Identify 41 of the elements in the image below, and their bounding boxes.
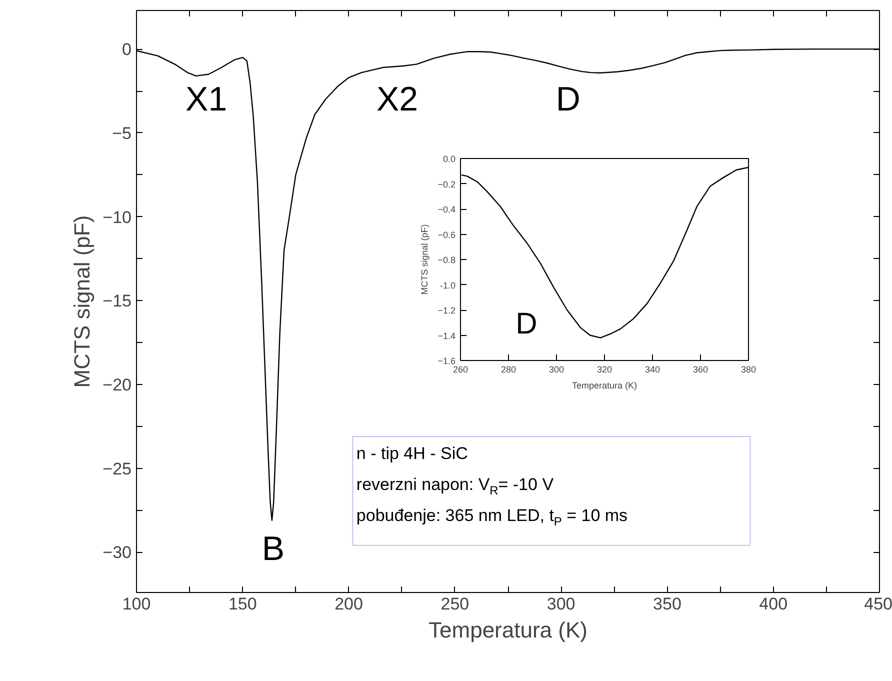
y-tick-label: −1.4 [438,330,456,341]
y-tick-label: −1.2 [438,306,456,316]
x-tick-label: 360 [692,364,708,374]
x-tick-label: 300 [546,594,576,614]
y-tick-label: 0.0 [442,154,456,164]
y-tick-label: −0.6 [438,230,456,240]
y-tick-label: −30 [102,543,132,562]
y-tick-label: −0.4 [438,204,456,214]
y-tick-label: −10 [102,208,132,227]
y-axis-title: MCTS signal (pF) [70,215,95,388]
x-tick-label: 150 [228,594,257,614]
y-tick-label: −0.2 [438,179,456,190]
y-tick-label: 0 [122,40,132,60]
y-tick-label: −5 [112,124,132,143]
annotation: D [516,307,538,340]
x-tick-label: 100 [122,594,151,614]
x-tick-label: 260 [452,364,468,374]
y-axis-title: MCTS signal (pF) [420,224,430,295]
x-tick-label: 250 [440,594,470,614]
annotation: X2 [376,80,418,119]
annotation: B [262,530,285,568]
x-tick-label: 380 [740,364,756,374]
x-tick-label: 340 [644,364,660,374]
y-tick-label: −0.8 [438,255,456,265]
y-tick-label: -1.0 [440,280,456,290]
x-tick-label: 450 [864,594,892,614]
x-tick-label: 280 [500,364,516,374]
x-tick-label: 350 [653,594,682,614]
y-tick-label: −25 [102,459,132,478]
annotation: X1 [186,80,228,119]
x-tick-label: 400 [759,594,788,614]
y-tick-label: −1.6 [438,356,456,366]
x-axis-title: Temperatura (K) [572,380,638,390]
y-tick-label: −15 [102,292,132,311]
y-tick-label: −20 [102,376,132,395]
annotation: D [556,80,580,119]
x-tick-label: 300 [548,364,564,374]
x-axis-title: Temperatura (K) [428,618,588,642]
annotation: n - tip 4H - SiC [356,444,468,463]
x-tick-label: 200 [334,594,363,614]
x-tick-label: 320 [596,364,612,374]
